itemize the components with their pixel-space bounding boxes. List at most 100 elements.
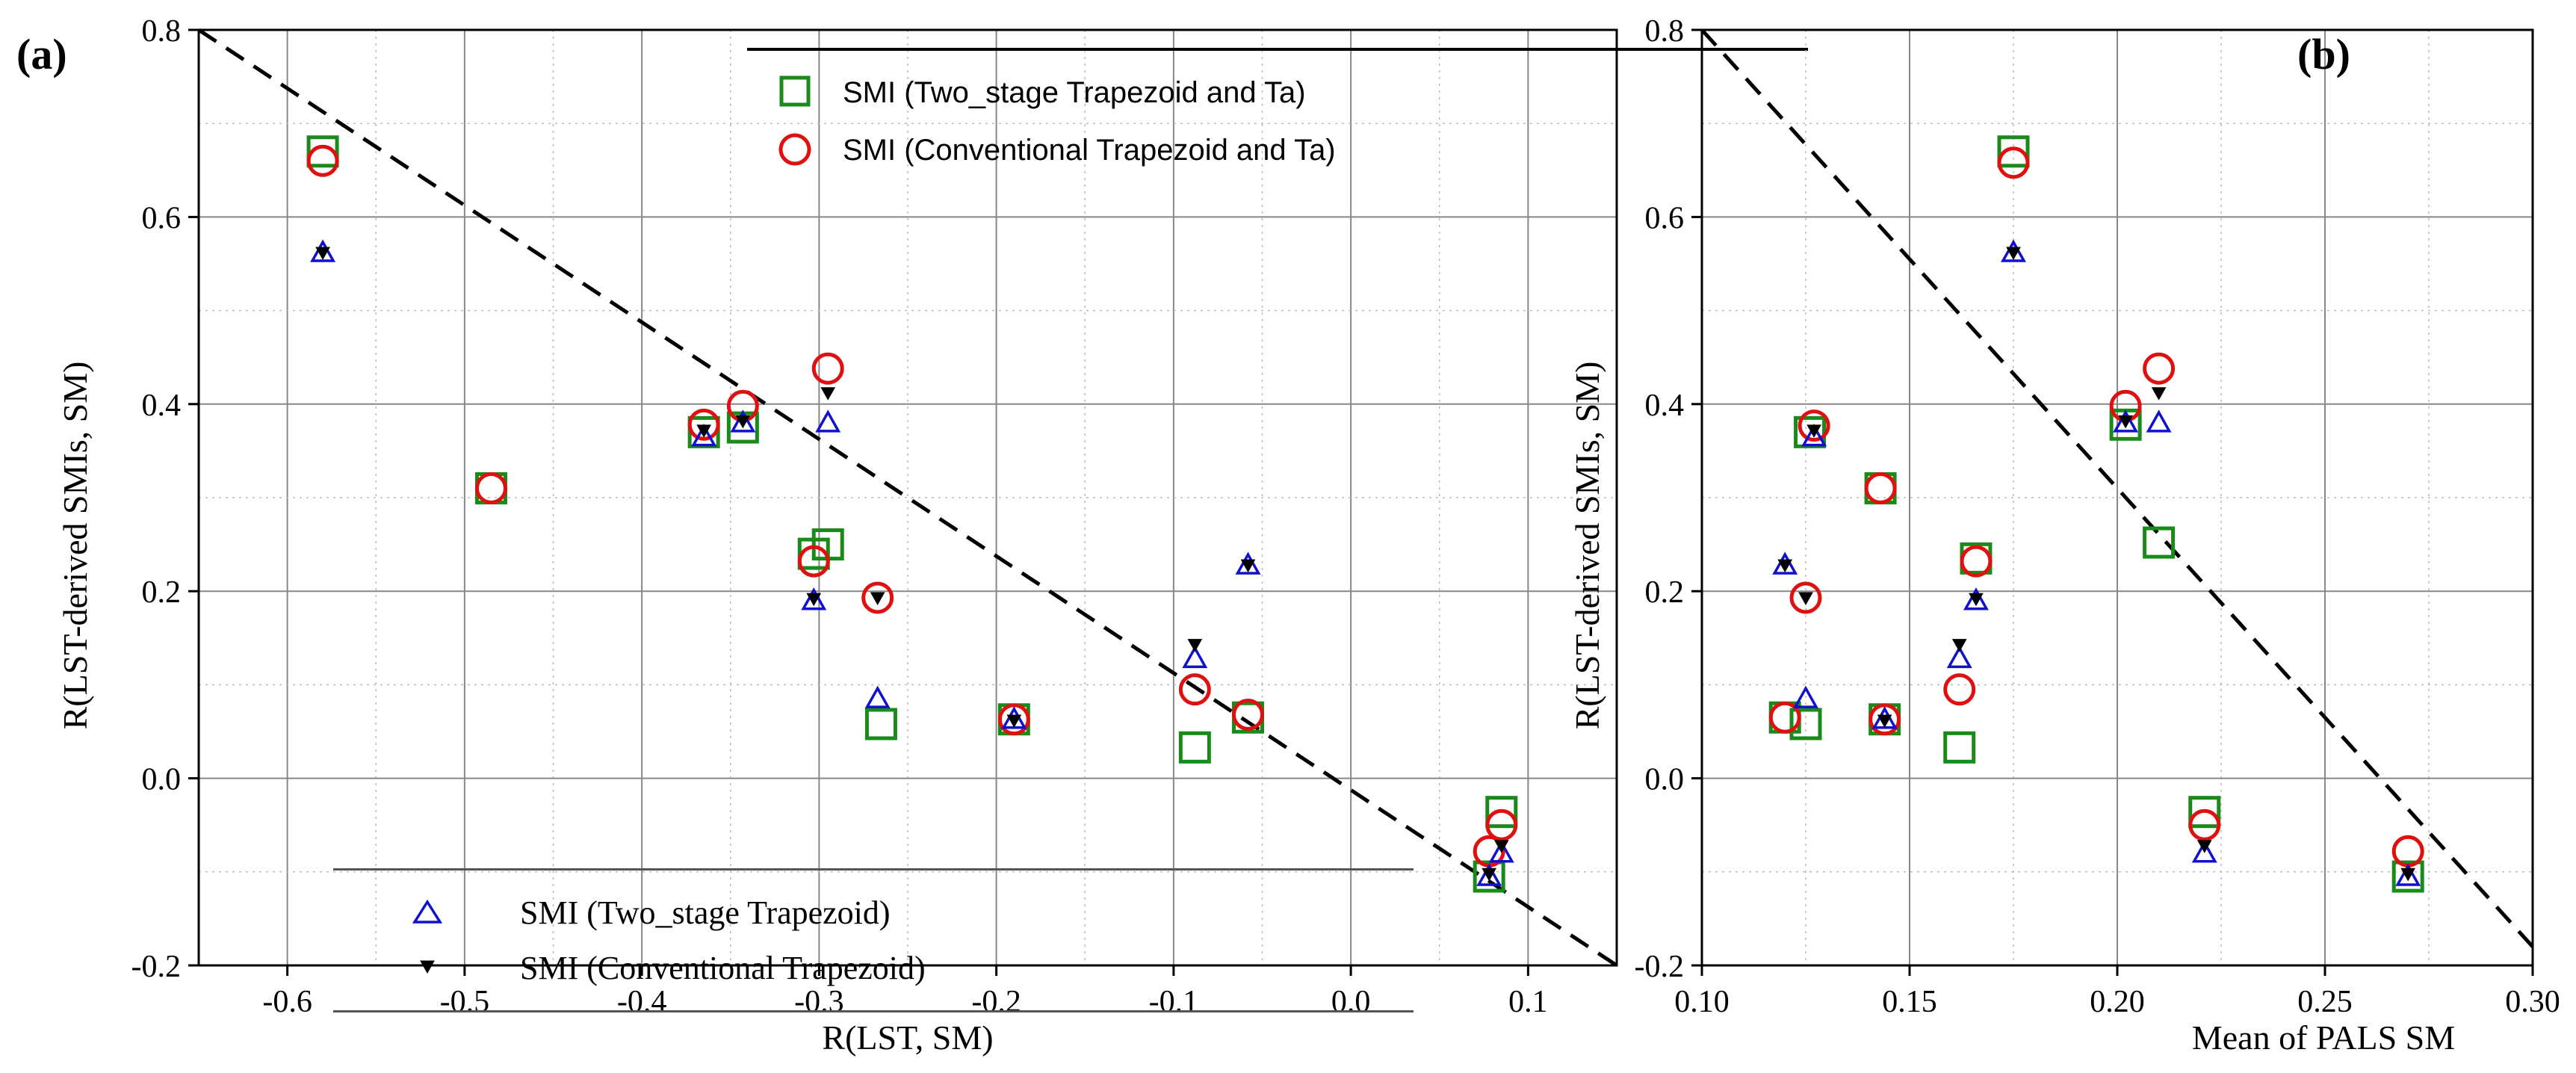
point-circle: [687, 408, 720, 441]
x-tick-label: 0.10: [1674, 985, 1730, 1019]
panel-b-y-axis-label: R(LST-derived SMIs, SM): [1568, 362, 1606, 730]
point-down-triangle: [1969, 593, 1984, 607]
panel-b-reference-line: [1700, 28, 2534, 948]
panel-a-reference-line: [197, 28, 1618, 968]
point-square: [864, 708, 897, 740]
x-tick-label: 0.15: [1882, 985, 1937, 1019]
point-down-triangle: [2006, 247, 2021, 260]
panel-b-x-ticks: 0.10 0.15 0.20 0.25 0.30: [1674, 965, 2560, 1019]
point-triangle: [1488, 840, 1514, 863]
point-down-triangle: [315, 247, 330, 260]
legend-circle-icon: [778, 133, 811, 166]
point-circle: [1178, 673, 1211, 706]
point-down-triangle: [1240, 559, 1256, 573]
legend-lower-bottom-rule: [333, 1010, 1414, 1012]
y-tick-label: -0.2: [131, 950, 182, 984]
legend-lower-entry-2: SMI (Conventional Trapezoid): [520, 950, 926, 986]
point-circle: [1789, 581, 1822, 614]
point-down-triangle: [1006, 714, 1022, 728]
panel-a-y-ticks: -0.2 0.0 0.2 0.4 0.6 0.8: [131, 14, 199, 984]
point-circle: [1768, 701, 1801, 734]
point-down-triangle: [806, 593, 822, 607]
point-triangle: [310, 239, 336, 262]
legend-lower-top-rule: [333, 868, 1414, 871]
y-tick-label: -0.2: [1635, 950, 1685, 984]
point-square: [1178, 731, 1211, 764]
panel-a-label: (a): [16, 30, 67, 78]
point-triangle: [2001, 239, 2026, 262]
point-square: [2143, 526, 2176, 559]
x-tick-label: -0.1: [1149, 985, 1199, 1019]
legend-upper-entry-1: SMI (Two_stage Trapezoid and Ta): [843, 76, 1306, 109]
panel-b-grid: [1702, 30, 2533, 965]
point-triangle: [2191, 840, 2217, 863]
legend-down-triangle-icon: [420, 960, 435, 974]
point-triangle: [730, 409, 756, 433]
point-square: [1789, 708, 1822, 740]
point-circle: [306, 144, 339, 177]
point-triangle: [815, 409, 841, 433]
legend-triangle-icon: [412, 899, 443, 924]
point-down-triangle: [2196, 840, 2212, 853]
point-triangle: [1772, 551, 1798, 575]
point-circle: [1232, 698, 1265, 731]
panel-b-y-ticks: -0.2 0.0 0.2 0.4 0.6 0.8: [1635, 14, 1702, 984]
y-tick-label: 0.6: [142, 201, 182, 235]
panel-a-legend-upper: SMI (Two_stage Trapezoid and Ta) SMI (Co…: [747, 48, 1808, 167]
y-tick-label: 0.4: [142, 389, 182, 423]
point-circle: [811, 352, 844, 385]
point-circle: [474, 471, 507, 504]
point-down-triangle: [1806, 424, 1821, 438]
point-down-triangle: [2151, 387, 2167, 401]
point-triangle: [801, 587, 827, 610]
point-down-triangle: [696, 424, 712, 438]
point-square: [2391, 860, 2424, 893]
panel-a-grid: [199, 30, 1617, 965]
x-tick-label: 0.25: [2297, 985, 2353, 1019]
point-circle: [2188, 808, 2221, 841]
y-tick-label: 0.2: [142, 575, 182, 610]
panel-b-label: (b): [2297, 30, 2350, 78]
x-tick-label: 0.1: [1508, 985, 1548, 1019]
panel-b: 0.10 0.15 0.20 0.25 0.30 -0.2 0.0 0.2 0.4 0.6 0.8…: [1568, 14, 2560, 1057]
point-down-triangle: [735, 415, 751, 429]
point-triangle: [1801, 424, 1827, 447]
point-triangle: [2113, 409, 2139, 433]
point-triangle: [691, 424, 717, 447]
point-down-triangle: [870, 592, 885, 605]
point-triangle: [2395, 863, 2421, 886]
point-circle: [1798, 409, 1830, 442]
x-tick-label: -0.2: [971, 985, 1021, 1019]
x-tick-label: -0.5: [440, 985, 490, 1019]
legend-upper-top-rule: [747, 48, 1808, 51]
point-square: [1485, 796, 1518, 829]
point-circle: [1960, 545, 1993, 578]
point-triangle: [864, 685, 891, 708]
point-circle: [1997, 146, 2030, 179]
y-tick-label: 0.8: [142, 14, 182, 49]
panel-a-frame: [197, 28, 1618, 967]
panel-a: -0.6 -0.5 -0.4 -0.3 -0.2 -0.1 0.0 0.1 -0.2 0.0 0.…: [16, 14, 1808, 1057]
point-triangle: [2146, 409, 2172, 433]
point-circle: [1868, 703, 1901, 736]
point-square: [2188, 796, 2221, 829]
panel-b-points: [1768, 135, 2424, 893]
point-down-triangle: [1187, 639, 1203, 652]
y-tick-label: 0.2: [1645, 575, 1685, 610]
x-tick-label: 0.20: [2090, 985, 2145, 1019]
point-down-triangle: [1951, 639, 1967, 652]
panel-a-x-axis-label: R(LST, SM): [822, 1018, 993, 1057]
point-triangle: [1476, 863, 1502, 886]
legend-square-icon: [779, 75, 811, 107]
x-tick-label: -0.4: [617, 985, 667, 1019]
panel-a-points: [306, 135, 1518, 893]
point-circle: [997, 703, 1030, 736]
point-square: [1943, 731, 1976, 764]
panel-a-legend-lower: SMI (Two_stage Trapezoid) SMI (Conventio…: [333, 868, 1414, 1012]
point-down-triangle: [1798, 592, 1813, 605]
panel-a-x-ticks: -0.6 -0.5 -0.4 -0.3 -0.2 -0.1 0.0 0.1: [262, 965, 1548, 1019]
point-circle: [1864, 471, 1897, 504]
point-triangle: [1182, 645, 1208, 669]
x-tick-label: -0.3: [794, 985, 844, 1019]
